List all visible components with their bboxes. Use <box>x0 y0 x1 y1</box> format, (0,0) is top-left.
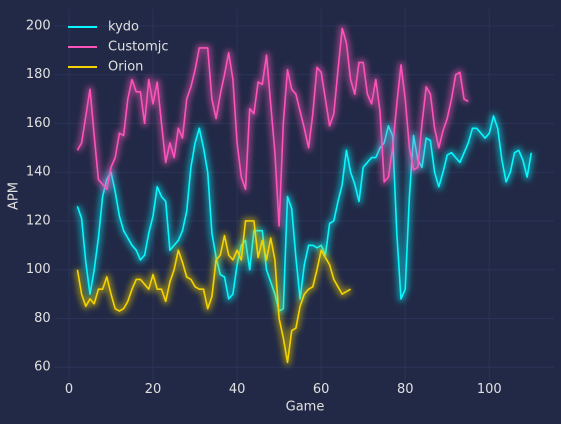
y-tick-label: 80 <box>34 311 51 326</box>
y-axis-label: APM <box>7 182 22 210</box>
y-tick-label: 140 <box>26 165 51 180</box>
plot-area <box>54 9 554 382</box>
y-tick-label: 180 <box>26 67 51 82</box>
legend-label: kydo <box>108 20 139 35</box>
y-tick-label: 60 <box>34 360 51 375</box>
line <box>76 220 351 364</box>
x-tick-label: 40 <box>229 382 246 397</box>
legend-label: Orion <box>108 60 143 75</box>
x-tick-label: 20 <box>145 382 162 397</box>
line <box>76 27 469 227</box>
x-tick-label: 80 <box>397 382 414 397</box>
legend-label: Customjc <box>108 40 169 55</box>
y-tick-label: 100 <box>26 262 51 277</box>
x-tick-label: 0 <box>65 382 73 397</box>
x-tick-label: 100 <box>477 382 502 397</box>
x-tick-label: 60 <box>313 382 330 397</box>
x-axis-label: Game <box>286 400 325 415</box>
line <box>76 115 533 312</box>
y-tick-label: 200 <box>26 18 51 33</box>
y-tick-label: 160 <box>26 116 51 131</box>
y-tick-label: 120 <box>26 213 51 228</box>
